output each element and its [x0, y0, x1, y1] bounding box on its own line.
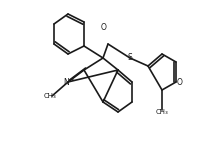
Text: O: O [101, 23, 107, 32]
Text: O: O [177, 77, 183, 86]
Text: CH₃: CH₃ [156, 109, 168, 115]
Text: +: + [70, 76, 74, 81]
Text: CH₃: CH₃ [44, 93, 56, 99]
Text: S: S [128, 52, 132, 62]
Text: N: N [63, 77, 69, 86]
